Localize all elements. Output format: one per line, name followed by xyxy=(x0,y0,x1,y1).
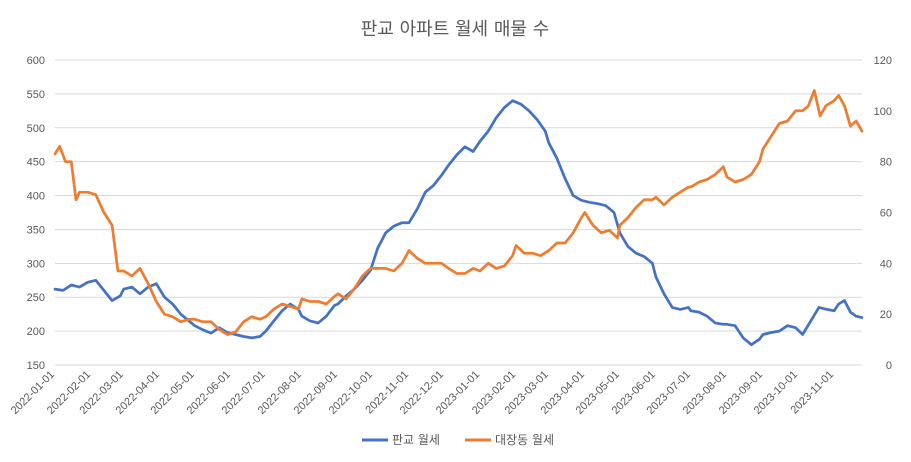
series-line-1 xyxy=(53,99,864,347)
grid xyxy=(55,59,862,366)
y-right-tick-label: 60 xyxy=(880,208,892,220)
y-left-axis: 150 200 250 300 350 400 450 500 550 600 xyxy=(27,55,45,372)
y-left-tick-label: 550 xyxy=(27,89,45,101)
y-right-tick-label: 80 xyxy=(880,157,892,169)
legend: 판교 월세 대장동 월세 xyxy=(362,433,554,447)
y-left-tick-label: 500 xyxy=(27,123,45,135)
y-right-axis: 0 20 40 60 80 100 120 xyxy=(874,55,892,372)
y-right-tick-label: 40 xyxy=(880,258,892,270)
chart-title: 판교 아파트 월세 매물 수 xyxy=(361,19,550,40)
y-right-tick-label: 100 xyxy=(874,106,892,118)
y-right-tick-label: 120 xyxy=(874,55,892,67)
y-right-tick-label: 0 xyxy=(886,360,892,372)
y-left-tick-label: 450 xyxy=(27,157,45,169)
y-left-tick-label: 600 xyxy=(27,55,45,67)
y-left-tick-label: 400 xyxy=(27,191,45,203)
y-left-tick-label: 250 xyxy=(27,292,45,304)
y-left-tick-label: 150 xyxy=(27,360,45,372)
series xyxy=(53,89,864,347)
x-axis: 2022-01-012022-02-012022-03-012022-04-01… xyxy=(9,369,836,417)
legend-label: 판교 월세 xyxy=(392,433,440,447)
y-right-tick-label: 20 xyxy=(880,309,892,321)
series-line-2 xyxy=(53,89,864,336)
y-left-tick-label: 300 xyxy=(27,258,45,270)
y-left-tick-label: 350 xyxy=(27,224,45,236)
legend-label: 대장동 월세 xyxy=(495,433,554,447)
y-left-tick-label: 200 xyxy=(27,326,45,338)
